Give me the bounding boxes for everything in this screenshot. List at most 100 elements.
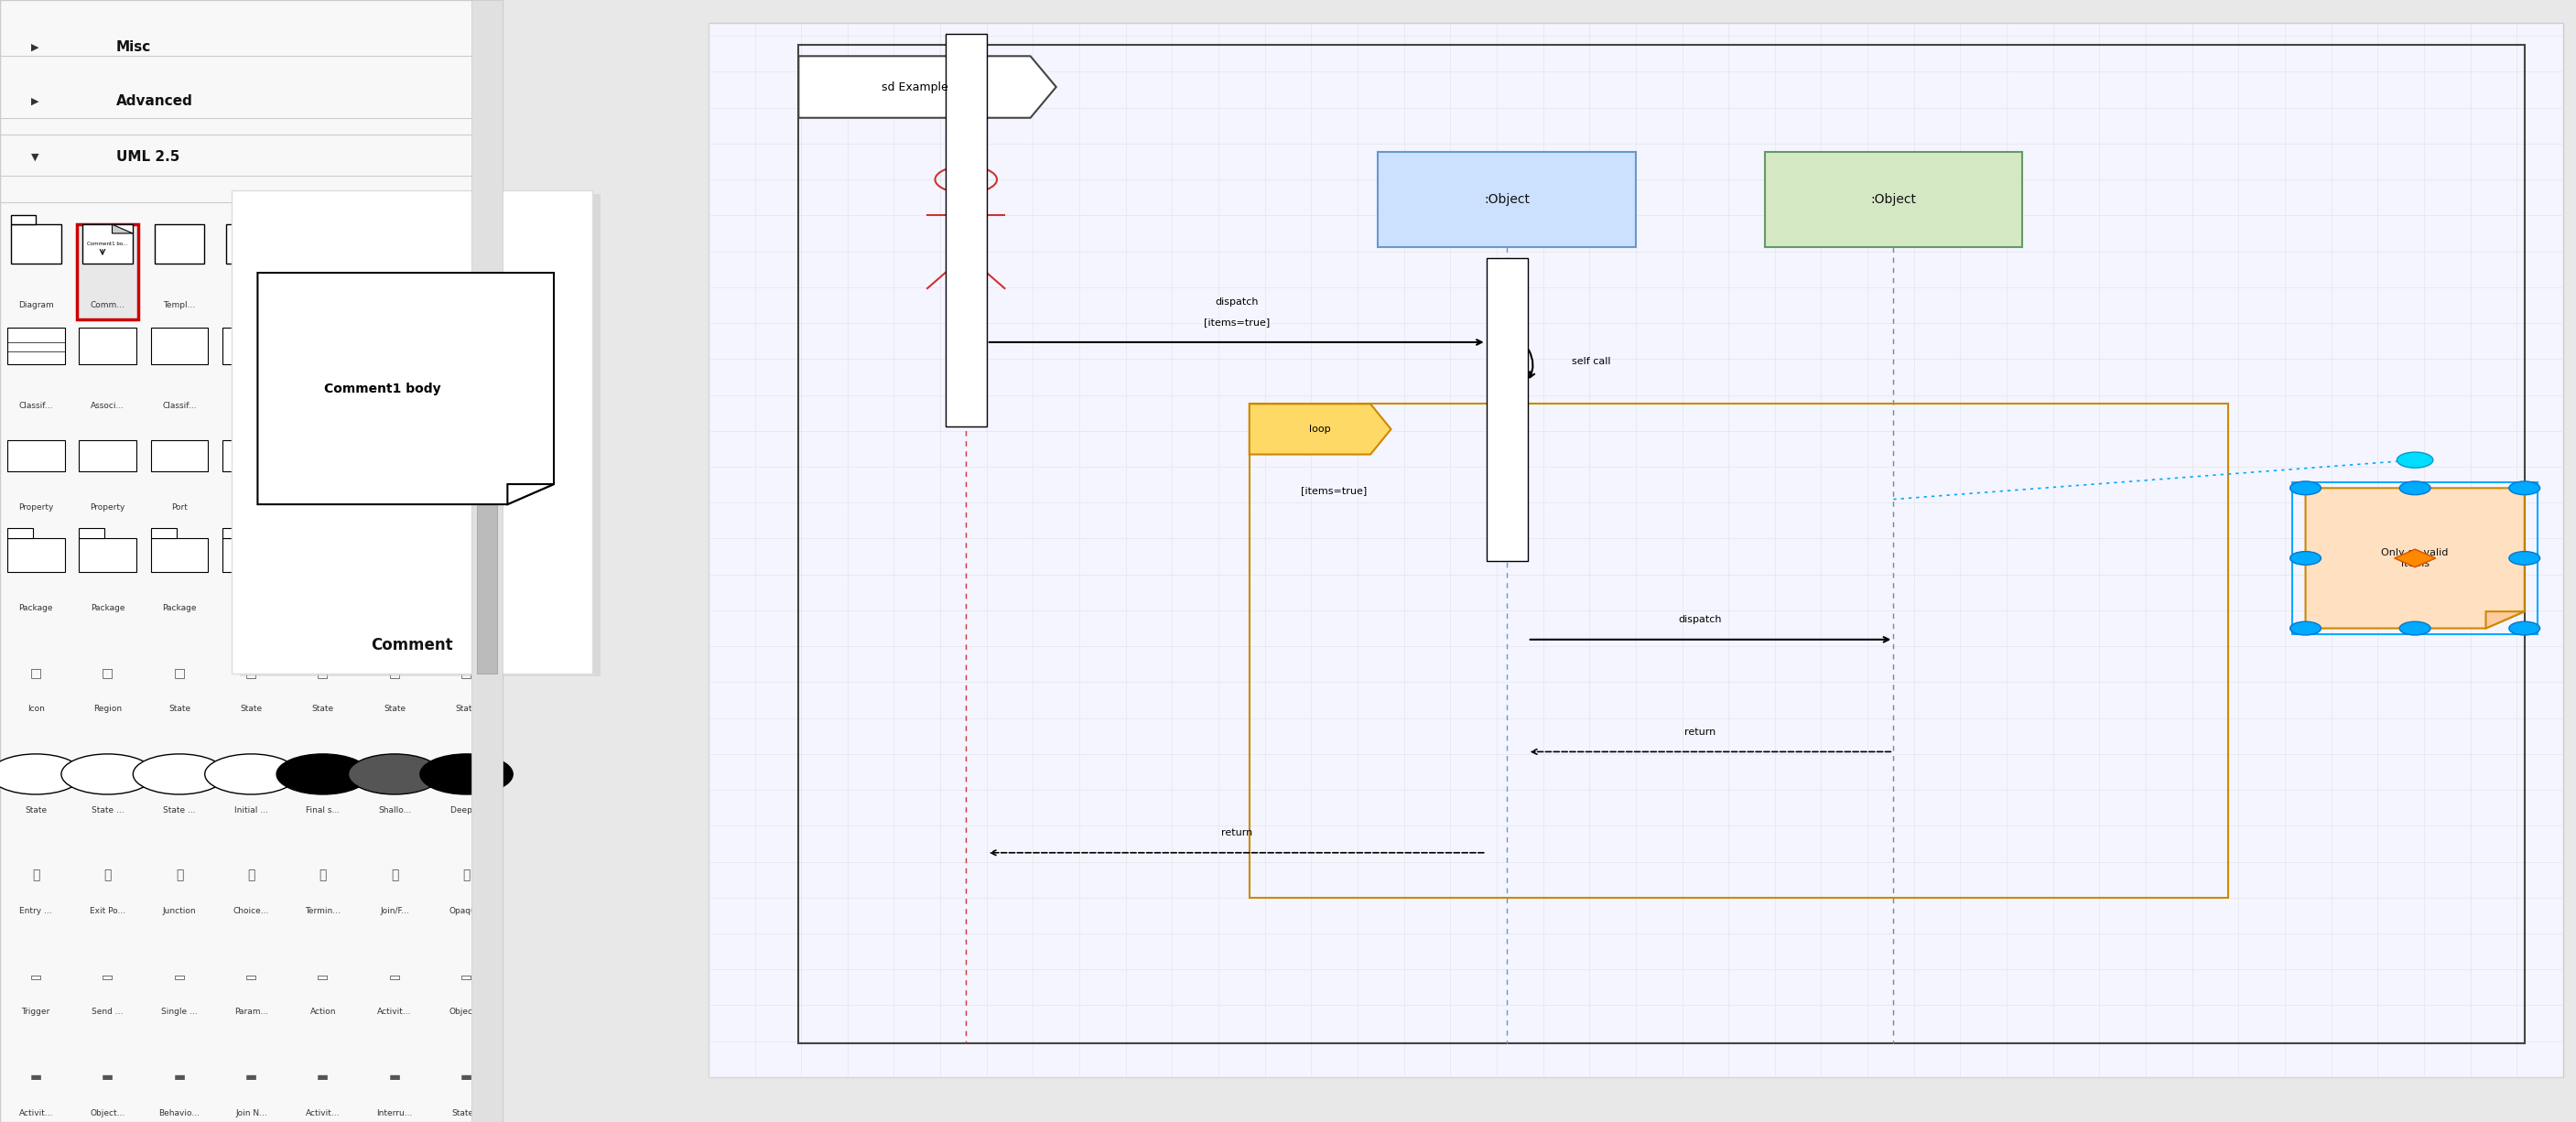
Text: loop: loop [1309,424,1332,434]
Text: ▬: ▬ [173,1070,185,1084]
FancyBboxPatch shape [222,328,281,365]
Text: Activit...: Activit... [379,1008,412,1017]
Text: ⬧: ⬧ [247,868,255,882]
Text: Classif...: Classif... [18,402,54,411]
Text: □: □ [31,666,41,680]
Text: Package: Package [18,604,54,613]
Text: State ...: State ... [90,806,124,815]
Text: Join N...: Join N... [234,1109,268,1118]
FancyBboxPatch shape [222,440,281,471]
Text: Classif...: Classif... [379,301,412,310]
Text: Comp...: Comp... [379,503,410,512]
Text: Instance: Instance [234,402,268,411]
FancyBboxPatch shape [227,224,276,264]
Text: Trigger: Trigger [21,1008,49,1017]
Text: Classif...: Classif... [307,402,340,411]
FancyBboxPatch shape [80,328,137,365]
Text: Model: Model [240,604,263,613]
Text: Associ...: Associ... [90,402,124,411]
Text: ▭: ▭ [173,969,185,983]
Text: □: □ [173,666,185,680]
Text: State...: State... [451,1109,482,1118]
FancyBboxPatch shape [708,22,2563,1077]
Text: [items=true]: [items=true] [1203,318,1270,328]
FancyBboxPatch shape [438,539,495,572]
Text: Object...: Object... [448,1008,484,1017]
Text: State: State [456,705,477,714]
FancyBboxPatch shape [80,528,106,539]
Text: return: return [1685,727,1716,737]
Text: [items=true]: [items=true] [1301,486,1368,496]
Text: State: State [26,806,46,815]
Text: sd Example: sd Example [881,81,948,93]
Circle shape [2401,622,2432,635]
FancyBboxPatch shape [366,328,422,365]
Text: ▭: ▭ [31,969,41,983]
FancyBboxPatch shape [149,440,209,471]
Circle shape [2290,622,2321,635]
Text: ▶: ▶ [31,96,39,105]
Text: Activit...: Activit... [18,1109,54,1118]
FancyBboxPatch shape [8,328,64,365]
FancyBboxPatch shape [82,224,134,264]
Text: Stereo...: Stereo... [448,604,484,613]
Text: :Object: :Object [1870,193,1917,205]
Text: Property: Property [18,503,54,512]
Text: ⬧: ⬧ [464,868,471,882]
Text: Classif...: Classif... [448,301,484,310]
Text: UML 2.5: UML 2.5 [116,150,180,164]
Text: Final s...: Final s... [307,806,340,815]
Text: ▭: ▭ [245,969,258,983]
FancyBboxPatch shape [10,215,36,224]
Circle shape [2509,622,2540,635]
Text: ▭: ▭ [461,969,471,983]
FancyBboxPatch shape [0,0,502,1122]
Text: Icon: Icon [28,705,44,714]
FancyBboxPatch shape [80,440,137,471]
Circle shape [276,754,368,794]
FancyBboxPatch shape [10,224,62,264]
Text: Action: Action [309,1008,335,1017]
Text: Comm...: Comm... [90,301,126,310]
FancyBboxPatch shape [440,224,492,264]
FancyBboxPatch shape [945,34,987,426]
Text: Param...: Param... [234,1008,268,1017]
Text: Comment1 body: Comment1 body [325,383,440,395]
Text: Object...: Object... [90,1109,126,1118]
Polygon shape [2486,611,2524,628]
FancyBboxPatch shape [155,224,204,264]
FancyBboxPatch shape [471,0,502,1122]
Circle shape [206,754,296,794]
Text: State: State [312,705,335,714]
FancyBboxPatch shape [232,191,592,673]
Text: Termin...: Termin... [304,907,340,916]
FancyBboxPatch shape [366,539,422,572]
FancyBboxPatch shape [8,539,64,572]
Circle shape [2290,481,2321,495]
Text: Opaqu...: Opaqu... [448,907,484,916]
Text: Classif...: Classif... [162,402,196,411]
Text: Requir...: Requir... [448,402,484,411]
Text: ▼: ▼ [31,153,39,162]
Text: State: State [167,705,191,714]
Text: Stereo...: Stereo... [307,604,340,613]
Polygon shape [258,273,554,505]
Text: dispatch: dispatch [1680,615,1721,625]
Text: ▬: ▬ [245,1070,258,1084]
Text: Only on valid
items: Only on valid items [2380,549,2450,568]
Text: const...: const... [314,241,332,247]
FancyBboxPatch shape [1378,151,1636,247]
Text: Choice...: Choice... [234,907,268,916]
Text: ▭: ▭ [389,969,402,983]
FancyBboxPatch shape [8,528,33,539]
Circle shape [2396,452,2432,468]
Text: □: □ [461,666,471,680]
Text: Deep ...: Deep ... [451,806,482,815]
Text: :Object: :Object [1484,193,1530,205]
FancyBboxPatch shape [149,539,209,572]
FancyBboxPatch shape [368,224,420,264]
FancyBboxPatch shape [299,224,348,264]
Text: return: return [1221,828,1252,838]
Text: ▬: ▬ [100,1070,113,1084]
Circle shape [2509,481,2540,495]
